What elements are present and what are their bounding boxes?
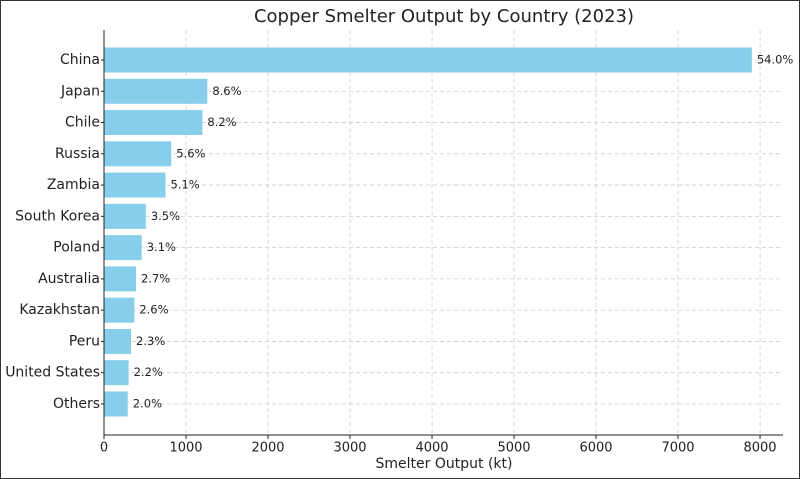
data-label: 5.1%: [171, 178, 200, 192]
x-tick-label: 3000: [333, 441, 366, 456]
bar: [104, 203, 146, 229]
data-label: 3.5%: [151, 209, 180, 223]
data-label: 5.6%: [176, 146, 205, 160]
data-label: 2.2%: [134, 365, 163, 379]
bar: [104, 297, 135, 323]
bar: [104, 78, 208, 104]
y-tick-label: Peru: [69, 333, 100, 349]
y-tick-label: Russia: [55, 146, 100, 162]
bar: [104, 110, 203, 136]
data-label: 2.0%: [133, 396, 162, 410]
y-tick-label: Chile: [65, 115, 100, 131]
data-label: 2.6%: [139, 303, 168, 317]
bar: [104, 235, 142, 261]
y-tick-label: Poland: [53, 240, 100, 256]
bar: [104, 391, 128, 417]
data-label: 54.0%: [757, 53, 794, 67]
y-tick-label: South Korea: [15, 208, 100, 224]
bar: [104, 360, 129, 386]
x-tick-label: 1000: [169, 441, 202, 456]
data-label: 3.1%: [147, 240, 176, 254]
bar: [104, 141, 172, 167]
y-tick-label: Japan: [60, 83, 100, 99]
x-tick-label: 5000: [497, 441, 530, 456]
y-tick-label: Others: [53, 396, 100, 412]
data-label: 8.6%: [212, 84, 241, 98]
y-tick-label: Australia: [38, 271, 100, 287]
y-tick-label: Zambia: [47, 177, 100, 193]
chart-title: Copper Smelter Output by Country (2023): [254, 6, 634, 27]
x-axis-label: Smelter Output (kt): [376, 456, 513, 472]
y-tick-label: United States: [5, 365, 100, 381]
bar: [104, 47, 752, 73]
x-tick-label: 6000: [579, 441, 612, 456]
data-label: 2.7%: [141, 271, 170, 285]
bar: [104, 172, 166, 198]
y-tick-label: Kazakhstan: [19, 302, 100, 318]
x-tick-label: 4000: [415, 441, 448, 456]
bar: [104, 328, 132, 354]
x-tick-label: 2000: [251, 441, 284, 456]
y-tick-label: China: [60, 52, 100, 68]
x-tick-label: 7000: [661, 441, 694, 456]
data-label: 2.3%: [136, 334, 165, 348]
x-tick-label: 8000: [743, 441, 776, 456]
data-label: 8.2%: [207, 115, 236, 129]
x-tick-label: 0: [100, 441, 108, 456]
bar: [104, 266, 136, 292]
